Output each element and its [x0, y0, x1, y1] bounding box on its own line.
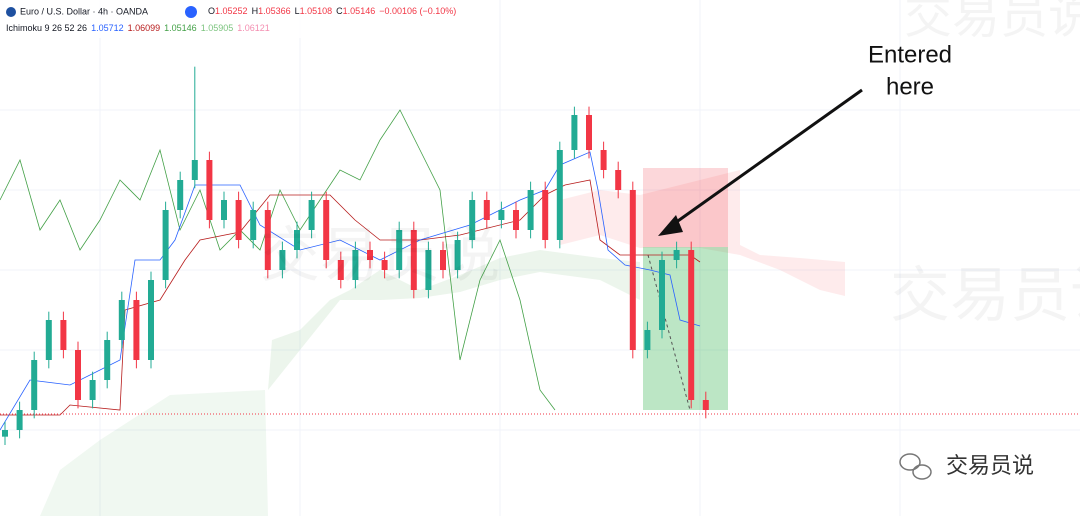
candle-body [571, 115, 578, 150]
candle-body [513, 210, 519, 230]
stop-zone [643, 168, 728, 247]
candle-body [527, 190, 534, 230]
candle-body [396, 230, 403, 270]
faint-watermark: 交易员说 [904, 0, 1080, 44]
candle-body [615, 170, 622, 190]
candle-body [294, 230, 300, 250]
candle-body [454, 240, 461, 270]
arrow [667, 88, 863, 230]
ohlc-label: L [295, 6, 300, 16]
indicator-value: 1.05905 [201, 23, 234, 33]
candle-body [337, 260, 344, 280]
symbol: Euro / U.S. Dollar · 4h · OANDA [20, 6, 148, 16]
ohlc-change: −0.00106 (−0.10%) [379, 6, 456, 16]
ohlc-label: O [208, 6, 215, 16]
indicator-value: 1.06121 [237, 23, 270, 33]
wechat-icon [899, 453, 932, 480]
position-line [647, 254, 691, 411]
target-zone [643, 247, 728, 410]
candle-body [221, 200, 227, 220]
candle-body [586, 115, 592, 150]
ohlc-value: 1.05146 [343, 6, 376, 16]
candle-body [483, 200, 490, 220]
ohlc-value: 1.05366 [258, 6, 291, 16]
indicator-value: 1.05146 [164, 23, 197, 33]
candle-body [644, 330, 651, 350]
candle-body [469, 200, 476, 240]
candle-body [308, 200, 315, 230]
candle-body [45, 320, 52, 360]
lagging-span [0, 109, 556, 411]
arrow-head [658, 215, 683, 236]
symbol-icon [6, 7, 16, 17]
legend-bg [0, 0, 470, 38]
ohlc: O1.05252 H1.05366 L1.05108 C1.05146 −0.00106… [208, 6, 456, 16]
candle-body [133, 300, 140, 360]
candle-body [440, 250, 446, 270]
candle-body [556, 150, 563, 240]
indicator-value: 1.06099 [128, 23, 161, 33]
candle-body [16, 410, 23, 430]
indicator-name: Ichimoku 9 26 52 26 [6, 23, 87, 33]
candle-body [162, 210, 169, 280]
candle-body [352, 250, 359, 280]
candle-body [542, 190, 549, 240]
faint-watermark: 交易员说 [260, 222, 500, 289]
candle-body [250, 210, 257, 240]
candle-body [177, 180, 184, 210]
candle-body [279, 250, 286, 270]
candle-body [688, 250, 695, 400]
candle-body [191, 160, 198, 180]
ohlc-label: C [336, 6, 343, 16]
kijun-line [0, 179, 701, 416]
candle-body [702, 400, 709, 410]
ohlc-value: 1.05108 [300, 6, 333, 16]
candle-body [148, 280, 154, 360]
candle-body [235, 200, 242, 240]
candle-body [31, 360, 38, 410]
candle-body [118, 300, 125, 340]
candle-body [367, 250, 373, 260]
candle-body [89, 380, 96, 400]
candle-body [104, 340, 111, 380]
candle-body [264, 210, 271, 270]
ohlc-value: 1.05252 [215, 6, 248, 16]
candle-body [425, 250, 432, 290]
candle-body [659, 260, 665, 330]
annotation: Entered [868, 41, 952, 68]
candle-body [498, 210, 505, 220]
watermark: 交易员说 [946, 453, 1034, 478]
indicator-value: 1.05712 [91, 23, 124, 33]
candle-body [600, 150, 607, 170]
indicator: Ichimoku 9 26 52 26 1.05712 1.06099 1.05146… [6, 23, 270, 33]
candle-body [75, 350, 81, 400]
candle-body [381, 260, 388, 270]
candles [2, 66, 709, 445]
ohlc-label: H [252, 6, 259, 16]
annotation: here [886, 73, 934, 100]
candle-body [629, 190, 636, 350]
candle-body [2, 430, 8, 437]
candle-body [673, 250, 680, 260]
collapse-button[interactable] [185, 6, 197, 18]
candle-body [60, 320, 67, 350]
candle-body [410, 230, 417, 290]
faint-watermark: 交易员说 [890, 262, 1080, 329]
candle-body [206, 160, 213, 220]
candle-body [323, 200, 330, 260]
